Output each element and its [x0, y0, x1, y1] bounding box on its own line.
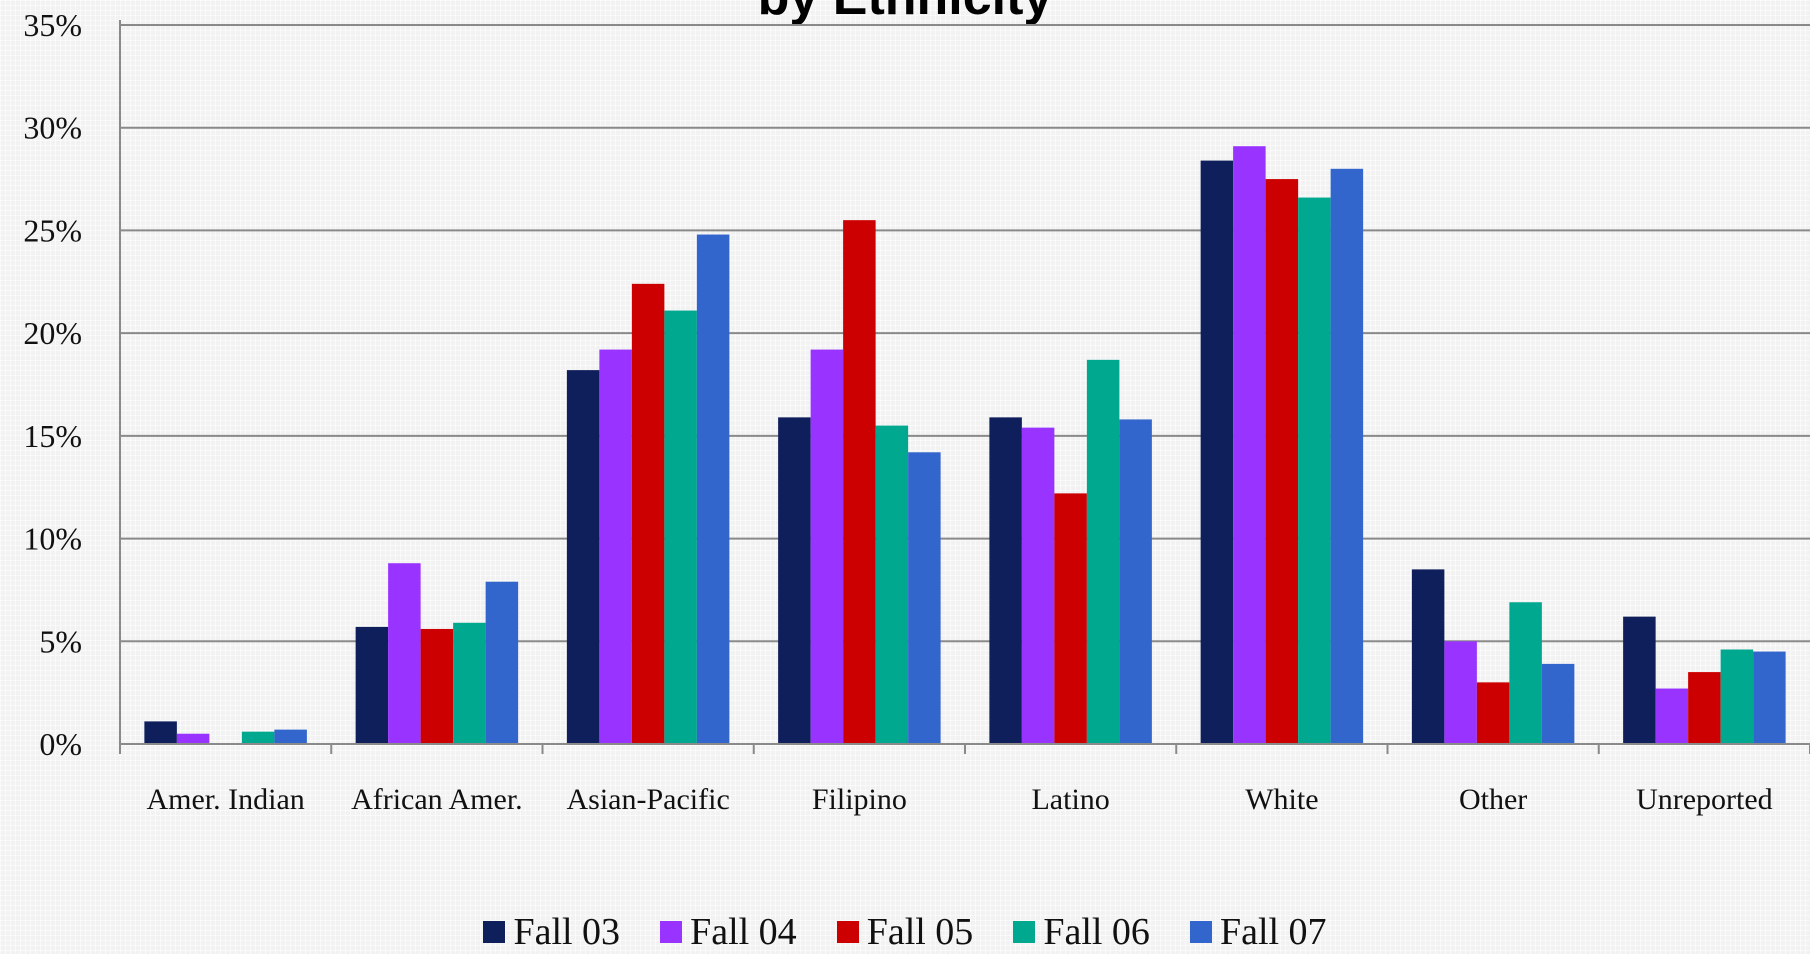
bar [1021, 427, 1055, 744]
bar [1298, 197, 1331, 744]
bar [274, 729, 307, 744]
bar [1119, 419, 1152, 744]
bar [1411, 569, 1445, 744]
legend-swatch [483, 921, 506, 943]
legend-item: Fall 04 [660, 910, 797, 954]
legend-label: Fall 07 [1219, 911, 1327, 953]
bar [1444, 641, 1477, 744]
bar [1720, 649, 1754, 744]
bar [1330, 168, 1364, 745]
x-axis-categories: Amer. Indian African Amer. Asian-Pacific Fi… [146, 783, 1772, 816]
legend-item: Fall 03 [483, 910, 620, 954]
legend-swatch [1189, 921, 1212, 943]
bar [875, 425, 909, 744]
bar [144, 721, 177, 744]
bar [420, 628, 454, 744]
bar [664, 310, 697, 744]
bar [631, 283, 665, 744]
bar [388, 563, 421, 744]
bar [1753, 651, 1786, 744]
legend-label: Fall 03 [513, 911, 621, 953]
x-category-label: Asian-Pacific [566, 783, 729, 816]
bar [241, 731, 275, 744]
x-category-label: African Amer. [351, 783, 523, 816]
bar [696, 234, 730, 744]
legend-item: Fall 06 [1013, 910, 1150, 954]
legend: Fall 03 Fall 04 Fall 05 Fall 06 Fall 07 [0, 910, 1810, 954]
bar [1200, 160, 1234, 744]
bar [1233, 146, 1266, 744]
x-category-label: Latino [1031, 783, 1109, 816]
bar [1265, 179, 1299, 745]
bar [1688, 672, 1721, 744]
x-category-label: Other [1459, 783, 1527, 816]
y-tick-label: 0% [39, 726, 82, 762]
y-tick-label: 15% [23, 418, 82, 454]
bar [1086, 359, 1120, 744]
legend-swatch [1013, 921, 1036, 943]
bar [176, 733, 210, 744]
bar [989, 417, 1022, 744]
bar [908, 452, 941, 744]
bar [1476, 682, 1510, 744]
grid-lines [120, 24, 1810, 643]
legend-swatch [836, 921, 859, 943]
x-category-label: Unreported [1636, 783, 1773, 816]
legend-item: Fall 07 [1189, 910, 1327, 954]
bar [1541, 663, 1575, 744]
bar-chart: by Ethnicity 0% 5% 10% 15% 20% 25% 30% 35% Amer… [23, 0, 1810, 816]
y-tick-label: 5% [39, 623, 82, 659]
bar [599, 349, 632, 744]
chart-title: by Ethnicity [758, 0, 1053, 26]
bar [1655, 688, 1689, 744]
x-category-label: Filipino [812, 783, 907, 816]
bars [144, 146, 1786, 745]
bar [1054, 493, 1087, 744]
y-tick-label: 35% [23, 7, 82, 43]
y-axis-ticks: 0% 5% 10% 15% 20% 25% 30% 35% [23, 7, 82, 762]
bar [1623, 616, 1656, 744]
axes [119, 20, 1810, 754]
x-category-label: White [1245, 783, 1318, 816]
legend-swatch [660, 921, 683, 943]
bar [843, 220, 876, 744]
legend-label: Fall 06 [1043, 911, 1150, 953]
bar [485, 581, 519, 744]
legend-label: Fall 04 [690, 911, 797, 953]
legend-item: Fall 05 [836, 910, 974, 954]
y-tick-label: 20% [23, 315, 82, 351]
x-category-label: Amer. Indian [146, 783, 304, 816]
y-tick-label: 25% [23, 212, 82, 248]
y-tick-label: 30% [23, 110, 82, 146]
y-tick-label: 10% [23, 521, 82, 557]
bar [566, 370, 600, 744]
bar [778, 417, 811, 744]
bar [355, 626, 389, 744]
bar [1509, 602, 1542, 744]
bar [453, 622, 486, 744]
legend-label: Fall 05 [866, 911, 974, 953]
bar [810, 349, 844, 744]
